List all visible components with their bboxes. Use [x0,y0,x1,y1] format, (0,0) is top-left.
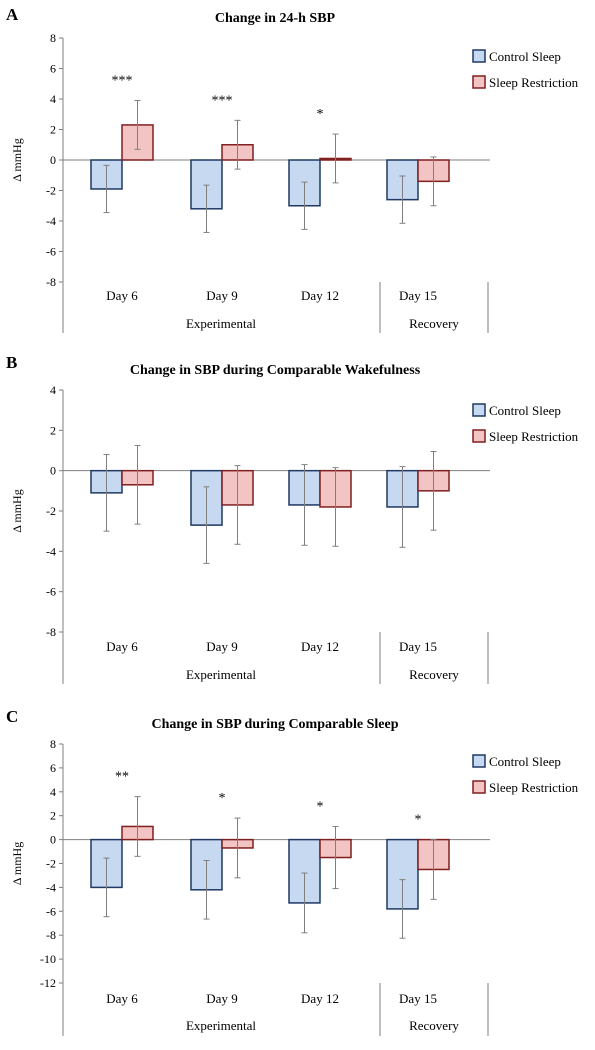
legend-swatch [472,429,486,443]
y-tick-label: -2 [46,184,56,198]
y-tick-label: -12 [40,976,56,990]
y-tick-label: 6 [50,62,56,76]
y-tick-label: 0 [50,833,56,847]
significance-marker: * [415,813,422,828]
x-group-label: Recovery [409,667,459,682]
y-axis-label: Δ mmHg [10,489,24,532]
y-tick-label: -6 [46,245,56,259]
y-tick-label: -4 [46,880,56,894]
legend-label: Sleep Restriction [489,780,579,795]
x-category-label: Day 9 [206,991,237,1006]
y-tick-label: 4 [50,383,56,397]
chart-panel-b: B Change in SBP during Comparable Wakeful… [6,353,579,684]
x-group-label: Experimental [186,1018,256,1033]
y-tick-label: 4 [50,92,56,106]
panel-letter: B [6,353,17,372]
legend-label: Control Sleep [489,49,561,64]
y-tick-label: 2 [50,123,56,137]
significance-marker: * [317,107,324,122]
x-category-label: Day 12 [301,991,339,1006]
y-tick-label: -10 [40,952,56,966]
significance-marker: *** [212,93,233,108]
x-group-label: Recovery [409,316,459,331]
chart-title: Change in 24-h SBP [215,11,336,26]
significance-marker: *** [112,74,133,89]
y-axis-label: Δ mmHg [10,842,24,885]
x-category-label: Day 9 [206,288,237,303]
y-tick-label: -4 [46,214,56,228]
x-group-label: Experimental [186,316,256,331]
x-category-label: Day 6 [106,639,138,654]
legend-label: Sleep Restriction [489,429,579,444]
x-group-label: Recovery [409,1018,459,1033]
y-tick-label: 0 [50,153,56,167]
y-tick-label: 8 [50,737,56,751]
y-tick-label: -2 [46,857,56,871]
legend-swatch [472,75,486,89]
legend-swatch [472,754,486,768]
y-tick-label: -8 [46,625,56,639]
x-category-label: Day 15 [399,288,437,303]
x-category-label: Day 9 [206,639,237,654]
y-axis-label: Δ mmHg [10,138,24,181]
chart-title: Change in SBP during Comparable Wakefuln… [130,363,421,378]
y-tick-label: 6 [50,761,56,775]
panel-letter: A [6,5,19,24]
legend-swatch [472,780,486,794]
panel-letter: C [6,707,18,726]
x-category-label: Day 15 [399,639,437,654]
chart-title: Change in SBP during Comparable Sleep [152,717,399,732]
legend-label: Sleep Restriction [489,75,579,90]
y-tick-label: -4 [46,544,56,558]
x-category-label: Day 12 [301,288,339,303]
y-tick-label: 8 [50,31,56,45]
y-tick-label: 2 [50,809,56,823]
y-tick-label: -6 [46,904,56,918]
y-tick-label: -8 [46,928,56,942]
x-category-label: Day 6 [106,991,138,1006]
legend-swatch [472,49,486,63]
y-tick-label: 2 [50,423,56,437]
x-category-label: Day 6 [106,288,138,303]
legend-label: Control Sleep [489,403,561,418]
legend-swatch [472,403,486,417]
significance-marker: * [219,791,226,806]
significance-marker: * [317,799,324,814]
y-tick-label: -6 [46,585,56,599]
chart-panel-c: C Change in SBP during Comparable Sleep 8 6… [6,707,579,1036]
y-tick-label: 0 [50,464,56,478]
x-category-label: Day 12 [301,639,339,654]
x-group-label: Experimental [186,667,256,682]
significance-marker: ** [115,770,129,785]
y-tick-label: -2 [46,504,56,518]
y-tick-label: 4 [50,785,56,799]
y-tick-label: -8 [46,275,56,289]
legend-label: Control Sleep [489,754,561,769]
x-category-label: Day 15 [399,991,437,1006]
